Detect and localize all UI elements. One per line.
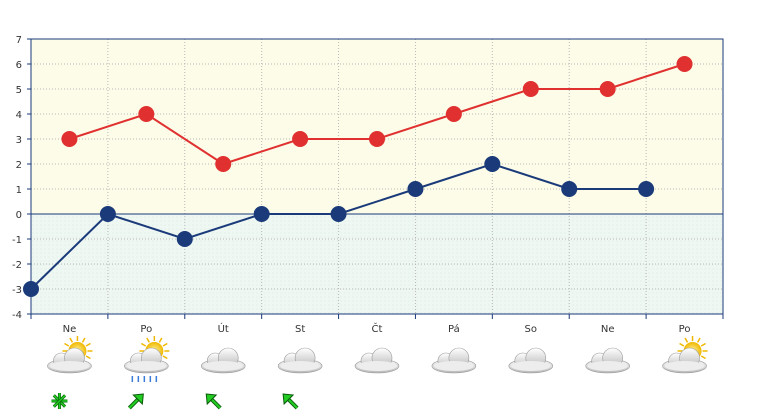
- plot-frame: [30, 38, 724, 315]
- y-tick-label: -3: [12, 285, 22, 296]
- sun-ray: [700, 342, 706, 347]
- data-point: [599, 81, 616, 97]
- arrow-head: [282, 393, 295, 406]
- data-point: [176, 231, 193, 247]
- cloud-shape: [126, 361, 167, 371]
- y-tick-label: 1: [16, 185, 22, 196]
- sun-ray: [85, 342, 91, 347]
- data-point: [445, 106, 462, 122]
- partly-sunny-cloud-icon: [47, 336, 93, 374]
- day-label: Po: [679, 324, 691, 335]
- y-tick-labels: -4 -3 -2 -1 0 1 2 3 4 5 6 7: [12, 35, 22, 321]
- day-label: So: [525, 324, 537, 335]
- day-label: Út: [218, 322, 229, 335]
- y-tick-label: 4: [16, 110, 22, 121]
- cloud-shape: [280, 361, 321, 371]
- cloud-shape: [587, 361, 628, 371]
- sun-ray: [158, 337, 163, 343]
- data-point: [407, 181, 424, 197]
- x-tick-labels: Ne Po Út St Čt Pá So Ne Po: [63, 322, 691, 335]
- sun-ray: [140, 342, 147, 347]
- y-tick-label: 7: [16, 35, 22, 46]
- y-tick-label: -1: [12, 235, 22, 246]
- calm-star-stroke: [53, 394, 66, 408]
- data-point: [23, 281, 39, 297]
- wind-arrow-northeast-icon: [205, 393, 222, 410]
- sun-ray: [69, 337, 74, 343]
- data-point: [61, 131, 78, 147]
- wind-arrow-southwest-icon: [127, 393, 144, 410]
- cloud-icon: [200, 347, 246, 374]
- sun-ray: [700, 355, 706, 360]
- weather-icons-row: [47, 336, 708, 382]
- sun-ray: [684, 337, 689, 343]
- data-point: [638, 181, 655, 197]
- cloud-shape: [664, 361, 705, 371]
- data-point: [330, 206, 347, 222]
- y-tick-label: -4: [12, 310, 22, 321]
- partly-sunny-rain-icon: [124, 336, 170, 382]
- cloud-icon: [508, 347, 554, 374]
- day-label: Po: [140, 324, 152, 335]
- y-tick-label: 2: [16, 160, 22, 171]
- cloud-icon: [354, 347, 400, 374]
- day-label: Pá: [448, 323, 460, 335]
- day-label: Ne: [601, 324, 615, 335]
- wind-arrow-northeast-icon: [282, 393, 299, 410]
- cloud-shape: [203, 361, 244, 371]
- data-point: [522, 81, 539, 97]
- sun-ray: [85, 355, 91, 360]
- data-point: [215, 156, 232, 172]
- cloud-shape: [510, 361, 551, 371]
- y-tick-label: 6: [16, 60, 22, 71]
- arrow-head: [205, 393, 218, 406]
- data-point: [99, 206, 116, 222]
- data-point: [561, 181, 578, 197]
- series-points: [23, 56, 693, 297]
- data-point: [292, 131, 309, 147]
- wind-icons-row: [51, 393, 299, 410]
- data-point: [369, 131, 385, 147]
- calm-wind-icon: [51, 393, 68, 409]
- sun-ray: [81, 337, 86, 343]
- day-label: Čt: [372, 322, 383, 335]
- y-tick-label: 0: [16, 210, 22, 221]
- plot-background: [31, 39, 723, 314]
- y-tick-label: -2: [12, 260, 22, 271]
- sun-ray: [162, 355, 168, 360]
- cloud-shape: [357, 361, 397, 371]
- data-point: [676, 56, 693, 72]
- data-point: [138, 106, 155, 122]
- data-point: [253, 206, 270, 222]
- cloud-icon: [431, 347, 477, 374]
- sun-ray: [679, 342, 685, 347]
- axes: [27, 38, 724, 319]
- day-label: St: [295, 324, 305, 335]
- cloud-icon: [585, 347, 630, 374]
- data-point: [484, 156, 501, 172]
- sun-ray: [162, 342, 168, 347]
- arrow-head: [132, 393, 144, 406]
- sun-ray: [696, 337, 701, 343]
- positive-region: [31, 39, 723, 214]
- cloud-shape: [49, 361, 90, 371]
- y-tick-label: 5: [16, 85, 22, 96]
- sun-ray: [64, 342, 70, 347]
- sun-ray: [146, 337, 150, 343]
- partly-sunny-cloud-icon: [662, 336, 708, 374]
- y-tick-label: 3: [16, 135, 22, 146]
- cloud-shape: [433, 361, 474, 371]
- cloud-icon: [277, 347, 323, 374]
- day-label: Ne: [63, 324, 77, 335]
